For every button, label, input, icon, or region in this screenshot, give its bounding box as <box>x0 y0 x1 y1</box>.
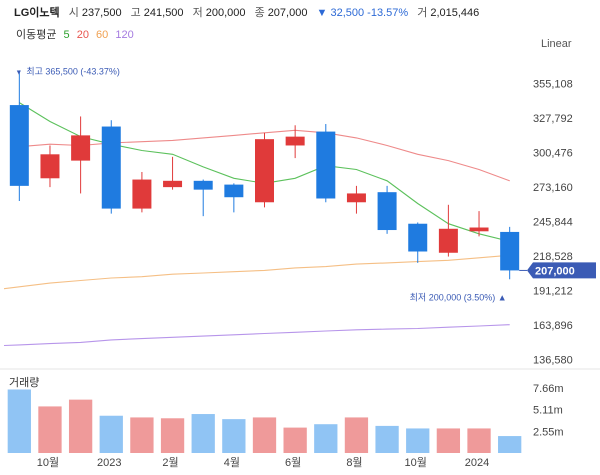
candle-body <box>40 154 60 179</box>
stock-header: LG이노텍 시 237,500 고 241,500 저 200,000 종 207,00… <box>0 0 600 26</box>
volume-title: 거래량 <box>9 376 39 389</box>
volume-bar <box>467 428 491 453</box>
candle-body <box>408 223 428 252</box>
candle-body <box>469 227 489 232</box>
y-tick-label: 300,476 <box>533 147 573 159</box>
candle-body <box>500 231 520 271</box>
volume-bar <box>222 419 246 453</box>
candle-body <box>101 126 121 209</box>
open-label: 시 <box>68 7 79 19</box>
low-value: 200,000 <box>205 7 246 19</box>
candle-body <box>9 105 29 186</box>
volume-tick-label: 2.55m <box>533 426 564 438</box>
candle-body <box>254 139 275 203</box>
volume-bar <box>68 399 93 453</box>
x-tick-label: 2월 <box>162 456 178 469</box>
x-tick-label: 8월 <box>346 456 362 469</box>
x-tick-label: 2024 <box>465 457 489 469</box>
y-tick-label: 273,160 <box>533 182 573 194</box>
y-tick-label: 163,896 <box>533 320 573 332</box>
high-value: 241,500 <box>143 7 184 19</box>
ma-legend-label: 이동평균 <box>16 29 57 41</box>
x-tick-label: 2023 <box>97 457 121 469</box>
volume-bar <box>38 406 62 453</box>
open-value: 237,500 <box>81 7 122 19</box>
y-tick-label: 136,580 <box>533 354 573 366</box>
volume-bar <box>498 436 522 453</box>
stock-symbol: LG이노텍 <box>14 7 60 19</box>
high-annotation: 최고 365,500 (-43.37%) <box>26 66 120 76</box>
volume-bar <box>160 418 185 453</box>
volume-bar <box>436 428 461 453</box>
close-value: 207,000 <box>267 7 308 19</box>
x-tick-label: 6월 <box>285 456 301 469</box>
candle-body <box>193 180 213 190</box>
scale-type-toggle[interactable]: Linear <box>541 38 572 50</box>
candle-body <box>285 136 305 146</box>
volume-bar <box>406 428 430 453</box>
ma-legend-period-5: 5 <box>63 29 70 41</box>
low-annotation: 최저 200,000 (3.50%) ▲ <box>410 292 507 302</box>
volume-bar <box>99 415 123 453</box>
ma20-line <box>19 129 510 182</box>
y-tick-label: 218,528 <box>533 251 573 263</box>
volume-bar <box>344 417 369 453</box>
low-label: 저 <box>192 7 203 19</box>
ma120-line <box>3 324 510 347</box>
price-change: ▼ 32,500 -13.57% <box>316 7 409 19</box>
ma60-line <box>3 254 510 290</box>
candle-body <box>132 179 152 209</box>
x-tick-label: 10월 <box>405 456 427 469</box>
candle-body <box>346 193 366 203</box>
volume-bar <box>375 425 399 453</box>
high-marker-icon: ▼ <box>15 69 22 76</box>
ma-legend-period-120: 120 <box>115 29 134 41</box>
volume-bar <box>283 427 307 453</box>
candle-body <box>163 180 183 188</box>
moving-average-legend[interactable]: 이동평균 5 20 60 120 <box>16 27 138 43</box>
candle-body <box>377 192 397 231</box>
y-tick-label: 327,792 <box>533 113 573 125</box>
current-price-badge <box>527 262 596 279</box>
volume-bar <box>7 389 31 453</box>
x-tick-label: 10월 <box>37 456 59 469</box>
ma-legend-period-60: 60 <box>96 29 109 41</box>
volume-tick-label: 7.66m <box>533 383 564 395</box>
volume-value: 2,015,446 <box>430 7 480 19</box>
ma-legend-period-20: 20 <box>76 29 89 41</box>
candle-body <box>224 184 244 198</box>
volume-bar <box>191 414 215 453</box>
candle-body <box>71 135 91 161</box>
x-tick-label: 4월 <box>224 456 240 469</box>
volume-bar <box>314 424 338 453</box>
candle-body <box>316 131 336 199</box>
y-tick-label: 245,844 <box>533 216 573 228</box>
current-price-label: 207,000 <box>535 265 575 277</box>
y-tick-label: 191,212 <box>533 285 573 297</box>
volume-label: 거 <box>417 7 428 19</box>
volume-bar <box>130 417 154 453</box>
high-label: 고 <box>130 7 141 19</box>
candle-body <box>438 228 458 253</box>
close-label: 종 <box>254 7 265 19</box>
volume-bar <box>252 417 277 453</box>
volume-tick-label: 5.11m <box>533 405 563 417</box>
y-tick-label: 355,108 <box>533 78 573 90</box>
